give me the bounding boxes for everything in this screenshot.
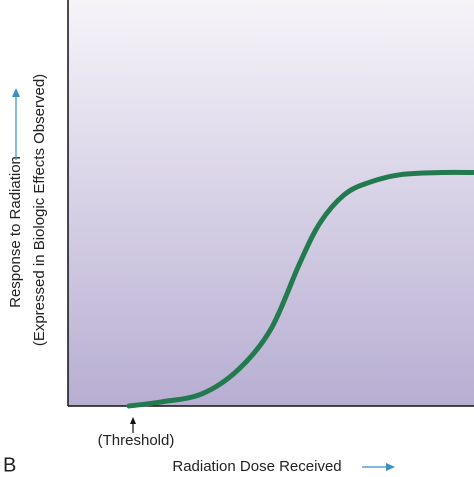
y-arrow-head (12, 88, 20, 97)
annotation: (Threshold) (98, 432, 175, 449)
y-label-line: (Expressed in Biologic Effects Observed) (31, 74, 48, 346)
x-arrow-head (386, 463, 395, 471)
curve (126, 169, 474, 409)
y-axis-label: Response to Radiation (Expressed in Biol… (7, 74, 48, 346)
plot-area (68, 0, 474, 406)
x-axis-label: Radiation Dose Received (172, 458, 341, 475)
panel-label: B (3, 454, 16, 476)
threshold-arrow-head (130, 417, 136, 424)
y-label-line: Response to Radiation (7, 156, 24, 308)
